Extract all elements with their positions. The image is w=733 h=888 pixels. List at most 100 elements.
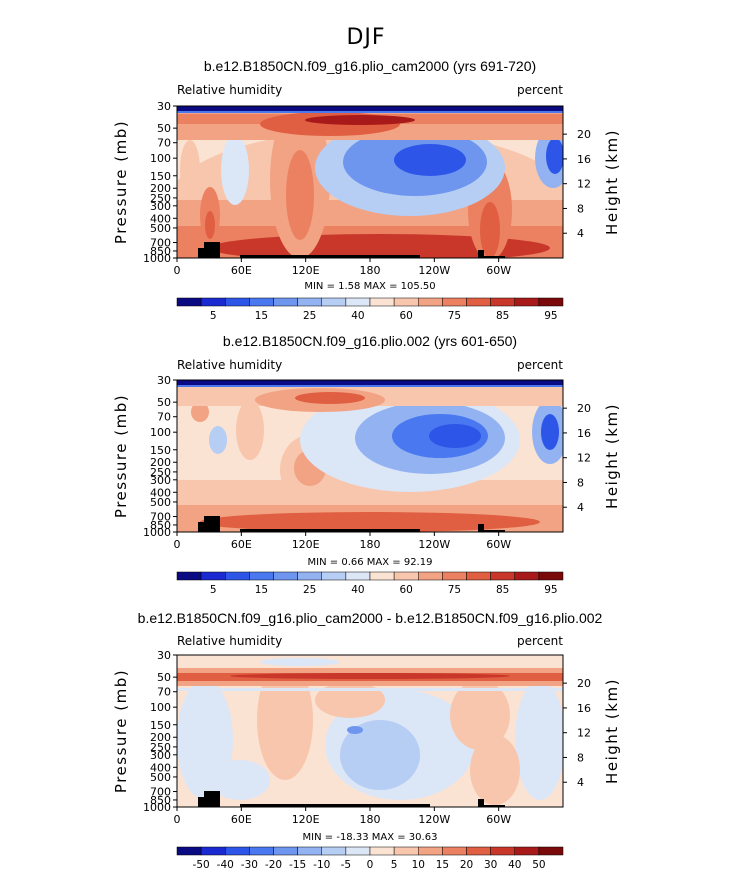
panel-1-xtick-label: 60W	[486, 264, 511, 277]
panel-3-colorbar-label: -20	[265, 859, 282, 871]
panel-2-colorbar-box	[273, 571, 298, 581]
panel-3-xtick-label: 120W	[418, 813, 450, 826]
panel-2-y2tick-label: 20	[577, 402, 591, 415]
panel-2-ytick-label: 100	[150, 426, 171, 439]
panel-1-units-label: percent	[517, 83, 563, 97]
panel-1-colorbar-box	[393, 297, 419, 307]
panel-3-xtick-label: 0	[174, 813, 181, 826]
panel-3-colorbar-label: 20	[460, 859, 473, 871]
panel-3-colorbar-label: 30	[484, 859, 497, 871]
panel-1-colorbar-box	[418, 297, 443, 307]
panel-2-units-label: percent	[517, 358, 563, 372]
panel-2-xtick-label: 60E	[231, 538, 252, 551]
panel-1-minmax: MIN = 1.58 MAX = 105.50	[304, 281, 435, 292]
panel-3-title: b.e12.B1850CN.f09_g16.plio_cam2000 - b.e…	[138, 610, 603, 626]
panel-1-ytick-label: 150	[150, 170, 171, 183]
panel-3-colorbar-label: -10	[313, 859, 330, 871]
panel-2-y2tick-label: 4	[577, 501, 584, 514]
panel-1-colorbar-box	[176, 297, 202, 307]
panel-1-y2tick-label: 20	[577, 128, 591, 141]
panel-1-colorbar-label: 75	[448, 310, 461, 322]
panel-1-colorbar-label: 25	[303, 310, 316, 322]
panel-2-colorbar-label: 85	[496, 584, 509, 596]
panel-3-y2tick-label: 20	[577, 677, 591, 690]
panel-2-y2tick-label: 8	[577, 476, 584, 489]
panel-1-ytick-label: 700	[150, 237, 171, 250]
panel-1-ytick-label: 50	[157, 122, 171, 135]
panel-1-colorbar-box	[200, 297, 226, 307]
panel-2-colorbar-box	[393, 571, 419, 581]
panel-2-variable-label: Relative humidity	[177, 358, 282, 372]
panel-1-xtick-label: 0	[174, 264, 181, 277]
panel-1-variable-label: Relative humidity	[177, 83, 282, 97]
panel-3-colorbar-box	[369, 846, 395, 856]
panel-1-ytick-label: 500	[150, 222, 171, 235]
panel-3-colorbar-box	[418, 846, 443, 856]
panel-3-units-label: percent	[517, 634, 563, 648]
panel-3-ytick-label: 850	[150, 794, 171, 807]
panel-1-colorbar-box	[297, 297, 322, 307]
panel-3-colorbar-box	[393, 846, 419, 856]
panel-1-xtick-label: 120E	[292, 264, 320, 277]
panel-2-xtick-label: 120W	[418, 538, 450, 551]
panel-3-colorbar-box	[514, 846, 540, 856]
panel-3-y2tick-label: 16	[577, 702, 591, 715]
panel-3: b.e12.B1850CN.f09_g16.plio_cam2000 - b.e…	[112, 610, 621, 871]
panel-2-colorbar: 5 15 25 40 60 75 85 95	[176, 571, 564, 596]
panel-2-ytick-label: 400	[150, 486, 171, 499]
panel-2-colorbar-box	[514, 571, 540, 581]
panel-3-colorbar-label: 5	[391, 859, 398, 871]
panel-2-colorbar-box	[418, 571, 443, 581]
panel-2-colorbar-box	[176, 571, 202, 581]
panel-3-colorbar-label: -5	[341, 859, 351, 871]
panel-2-ytick-label: 200	[150, 456, 171, 469]
panel-2-colorbar-box	[225, 571, 250, 581]
panel-1-ylabel: Pressure (mb)	[112, 120, 130, 244]
panel-1-contour-field	[177, 106, 563, 258]
panel-3-colorbar-box	[466, 846, 491, 856]
panel-2-ytick-label: 300	[150, 474, 171, 487]
panel-2-ytick-label: 150	[150, 444, 171, 457]
panel-1-xtick-label: 120W	[418, 264, 450, 277]
panel-2-title: b.e12.B1850CN.f09_g16.plio.002 (yrs 601-…	[223, 333, 517, 349]
panel-3-colorbar-box	[297, 846, 322, 856]
panel-2-colorbar-label: 25	[303, 584, 316, 596]
panel-1-colorbar-box	[442, 297, 467, 307]
panel-3-xtick-label: 120E	[292, 813, 320, 826]
panel-2-y2tick-label: 16	[577, 427, 591, 440]
panel-1-ytick-label: 100	[150, 152, 171, 165]
panel-3-colorbar-box	[345, 846, 371, 856]
panel-2-xtick-label: 0	[174, 538, 181, 551]
panel-2-colorbar-box	[345, 571, 371, 581]
panel-3-ytick-label: 50	[157, 671, 171, 684]
figure-title: DJF	[346, 25, 385, 50]
panel-2-colorbar-box	[297, 571, 322, 581]
panel-2-ytick-label: 30	[157, 374, 171, 387]
panel-3-colorbar-box	[225, 846, 250, 856]
panel-2-xtick-label: 120E	[292, 538, 320, 551]
panel-3-ytick-label: 150	[150, 719, 171, 732]
panel-3-xtick-label: 60E	[231, 813, 252, 826]
panel-3-colorbar-box	[273, 846, 298, 856]
panel-1-colorbar-box	[345, 297, 371, 307]
panel-1-ytick-label: 250	[150, 192, 171, 205]
panel-3-variable-label: Relative humidity	[177, 634, 282, 648]
panel-3-colorbar-label: 15	[436, 859, 449, 871]
panel-3-colorbar-box	[490, 846, 515, 856]
panel-3-ytick-label: 250	[150, 741, 171, 754]
panel-3-minmax: MIN = -18.33 MAX = 30.63	[303, 832, 438, 843]
panel-1-xtick-label: 180	[360, 264, 381, 277]
panel-2-colorbar-box	[466, 571, 491, 581]
panel-1: b.e12.B1850CN.f09_g16.plio_cam2000 (yrs …	[112, 58, 621, 322]
panel-3-ytick-label: 400	[150, 761, 171, 774]
panel-3-colorbar: -50 -40 -30 -20 -15 -10 -5 0 5 10 15 20 30 40 50	[176, 846, 564, 871]
panel-3-colorbar-box	[321, 846, 347, 856]
panel-1-colorbar-box	[538, 297, 564, 307]
panel-2-xtick-label: 60W	[486, 538, 511, 551]
panel-3-colorbar-label: -15	[289, 859, 306, 871]
panel-1-colorbar-box	[321, 297, 347, 307]
panel-1-colorbar-label: 15	[255, 310, 268, 322]
panel-2-colorbar-label: 5	[210, 584, 217, 596]
panel-3-colorbar-box	[200, 846, 226, 856]
